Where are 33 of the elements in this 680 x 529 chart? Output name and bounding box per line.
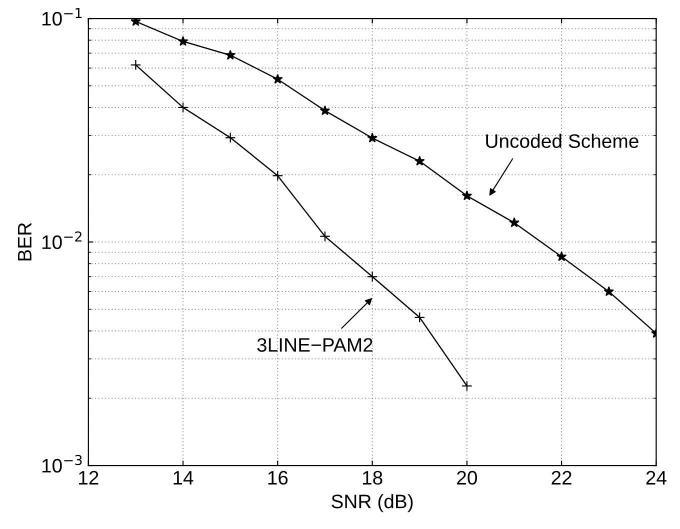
y-tick-label: 10$^{−2}$ — [42, 231, 82, 250]
point — [509, 217, 520, 228]
point — [272, 170, 284, 182]
point — [462, 380, 472, 392]
point — [556, 251, 567, 262]
point — [178, 36, 188, 46]
point — [272, 74, 283, 84]
point — [224, 132, 236, 144]
point — [225, 50, 236, 60]
point — [366, 271, 378, 282]
y-tick-label: 10$^{−3}$ — [42, 454, 82, 473]
point — [414, 312, 426, 323]
point — [178, 102, 188, 113]
x-tick-label: 24 — [646, 470, 666, 484]
point — [462, 190, 472, 200]
point — [130, 18, 141, 26]
x-tick-label: 12 — [79, 470, 98, 484]
point — [367, 132, 378, 142]
x-tick-label: 18 — [362, 470, 382, 485]
x-axis-title: SNR (dB) — [332, 494, 413, 512]
x-tick-label: 16 — [268, 470, 288, 485]
point — [604, 286, 614, 296]
y-axis-title: BER — [18, 222, 32, 260]
annotation: 3LINE−PAM2 — [257, 338, 372, 352]
point — [414, 156, 425, 166]
y-tick-label: 10$^{−1}$ — [42, 8, 82, 26]
point — [320, 230, 330, 242]
x-tick-label: 22 — [552, 470, 572, 484]
annotation: Uncoded Scheme — [486, 134, 638, 148]
x-tick-label: 14 — [174, 471, 194, 484]
point — [130, 60, 142, 70]
x-tick-label: 20 — [457, 470, 477, 485]
point — [320, 105, 330, 116]
